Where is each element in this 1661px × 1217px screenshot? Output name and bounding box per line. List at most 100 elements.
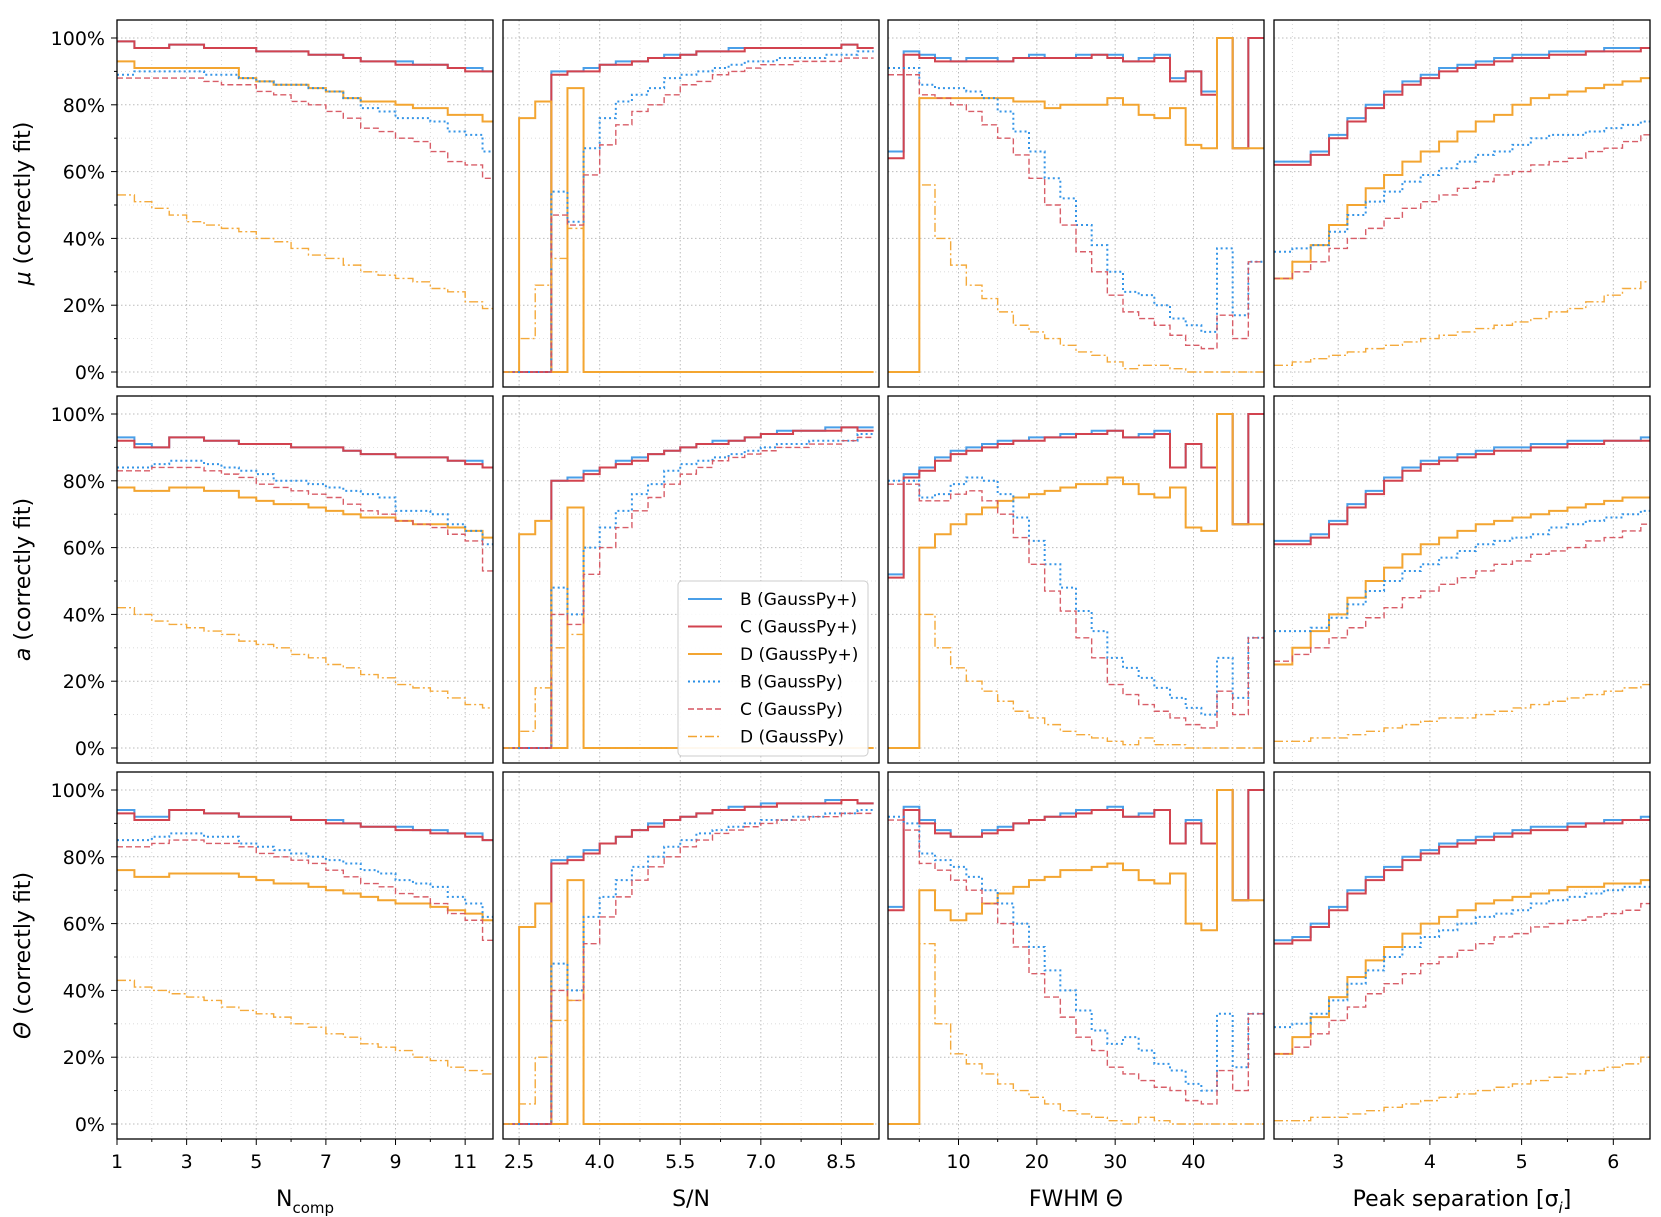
series-line-c-gausspy+- <box>888 413 1264 579</box>
x-tick-label: 9 <box>389 1151 401 1173</box>
axes-frame <box>887 19 1265 388</box>
row-label: Θ (correctly fit) <box>11 872 36 1039</box>
x-tick-label: 11 <box>453 1151 477 1173</box>
series-line-d-gausspy+- <box>1274 496 1650 666</box>
series-line-c-gausspy- <box>117 77 493 179</box>
x-tick-label: 40 <box>1181 1151 1205 1173</box>
row-label-symbol: μ <box>11 271 36 286</box>
y-tick-label: 20% <box>63 671 105 693</box>
x-axis-label-main: S/N <box>672 1187 710 1212</box>
panel-3-3: 10 20 30 40 <box>887 771 1265 1173</box>
row-label: μ (correctly fit) <box>11 122 36 287</box>
panel-3-2: 2.5 4.0 5.5 7.0 8.5 <box>502 771 880 1173</box>
x-tick-label: 7 <box>320 1151 332 1173</box>
legend-label: B (GaussPy+) <box>740 590 857 610</box>
series-line-d-gausspy- <box>117 194 493 310</box>
series-line-b-gausspy+- <box>1274 436 1650 542</box>
y-tick-label: 60% <box>63 914 105 936</box>
series-line-c-gausspy+- <box>888 37 1264 160</box>
y-tick-label: 20% <box>63 1047 105 1069</box>
series-line-c-gausspy- <box>888 819 1264 1105</box>
series-line-b-gausspy+- <box>503 43 874 373</box>
series-line-d-gausspy- <box>1274 281 1650 367</box>
series-line-c-gausspy+- <box>503 43 874 373</box>
series-line-d-gausspy- <box>1274 683 1650 743</box>
x-tick-label: 3 <box>1332 1151 1344 1173</box>
series-line-d-gausspy+- <box>1274 879 1650 1055</box>
panel-2-3 <box>887 395 1265 764</box>
x-tick-label: 6 <box>1607 1151 1619 1173</box>
series-line-c-gausspy+- <box>1274 819 1650 945</box>
y-tick-label: 40% <box>63 228 105 250</box>
series-line-b-gausspy- <box>117 832 493 918</box>
x-axis-label-main: N <box>276 1187 292 1212</box>
row-label-symbol: a <box>11 648 36 661</box>
row-label-text: (correctly fit) <box>11 872 36 1022</box>
series-line-d-gausspy- <box>503 227 874 373</box>
series-line-d-gausspy+- <box>888 789 1264 1125</box>
axes-frame <box>1273 395 1651 764</box>
axes-frame <box>502 771 880 1140</box>
series-line-d-gausspy- <box>503 999 874 1125</box>
series-line-d-gausspy+- <box>503 879 874 1125</box>
series-line-c-gausspy- <box>888 483 1264 729</box>
x-axis-label-sub: comp <box>292 1199 334 1217</box>
series-line-b-gausspy- <box>117 70 493 153</box>
series-line-b-gausspy+- <box>117 40 493 73</box>
series-line-b-gausspy+- <box>1274 47 1650 163</box>
series-line-c-gausspy+- <box>117 436 493 469</box>
x-tick-label: 4.0 <box>585 1151 615 1173</box>
x-tick-label: 1 <box>111 1151 123 1173</box>
legend-label: D (GaussPy) <box>740 728 844 748</box>
series-line-b-gausspy+- <box>117 436 493 469</box>
x-axis-label: S/N <box>672 1187 710 1212</box>
series-line-c-gausspy+- <box>117 40 493 73</box>
y-tick-label: 80% <box>63 95 105 117</box>
series-line-b-gausspy- <box>888 815 1264 1092</box>
panel-1-3 <box>887 19 1265 388</box>
legend-label: C (GaussPy+) <box>740 618 857 638</box>
axes-frame <box>502 395 880 764</box>
x-axis-label: Peak separation [σi] <box>1353 1187 1572 1217</box>
series-line-b-gausspy- <box>888 67 1264 333</box>
x-tick-label: 20 <box>1025 1151 1049 1173</box>
series-line-b-gausspy- <box>503 809 874 1125</box>
x-tick-label: 5.5 <box>665 1151 695 1173</box>
axes-frame <box>502 19 880 388</box>
x-tick-label: 5 <box>1516 1151 1528 1173</box>
panel-2-1: 0% 20% 40% 60% 80% 100% <box>51 395 494 764</box>
panel-3-4: 3 4 5 6 <box>1273 771 1651 1173</box>
series-line-c-gausspy+- <box>503 799 874 1125</box>
axes-frame <box>116 19 494 388</box>
x-tick-label: 3 <box>181 1151 193 1173</box>
series-line-b-gausspy- <box>503 50 874 373</box>
row-label: a (correctly fit) <box>11 498 36 661</box>
axes-frame <box>116 771 494 1140</box>
y-tick-label: 80% <box>63 847 105 869</box>
series-line-d-gausspy+- <box>117 869 493 922</box>
series-line-b-gausspy- <box>1274 885 1650 1029</box>
x-axis-label-main: FWHM Θ <box>1029 1187 1123 1212</box>
series-line-d-gausspy+- <box>888 413 1264 749</box>
series-line-c-gausspy- <box>1274 523 1650 662</box>
series-line-c-gausspy- <box>1274 902 1650 1055</box>
series-line-b-gausspy- <box>117 459 493 546</box>
series-line-c-gausspy- <box>117 466 493 572</box>
panel-1-1: 0% 20% 40% 60% 80% 100% <box>51 19 494 388</box>
row-label-symbol: Θ <box>11 1022 36 1039</box>
x-axis-label-main: Peak separation [σ <box>1353 1187 1559 1212</box>
series-line-d-gausspy+- <box>888 37 1264 373</box>
x-tick-label: 5 <box>250 1151 262 1173</box>
series-line-d-gausspy+- <box>1274 77 1650 280</box>
series-line-d-gausspy- <box>888 942 1264 1125</box>
x-tick-label: 30 <box>1103 1151 1127 1173</box>
y-tick-label: 100% <box>51 28 105 50</box>
legend-label: D (GaussPy+) <box>740 645 858 665</box>
series-line-d-gausspy+- <box>503 87 874 373</box>
panel-3-1: 0% 20% 40% 60% 80% 100% 1 3 5 7 9 11 <box>51 771 494 1173</box>
y-tick-label: 0% <box>75 362 105 384</box>
series-line-d-gausspy- <box>117 979 493 1075</box>
x-axis-label: FWHM Θ <box>1029 1187 1123 1212</box>
axes-frame <box>887 395 1265 764</box>
series-line-d-gausspy- <box>1274 1056 1650 1122</box>
